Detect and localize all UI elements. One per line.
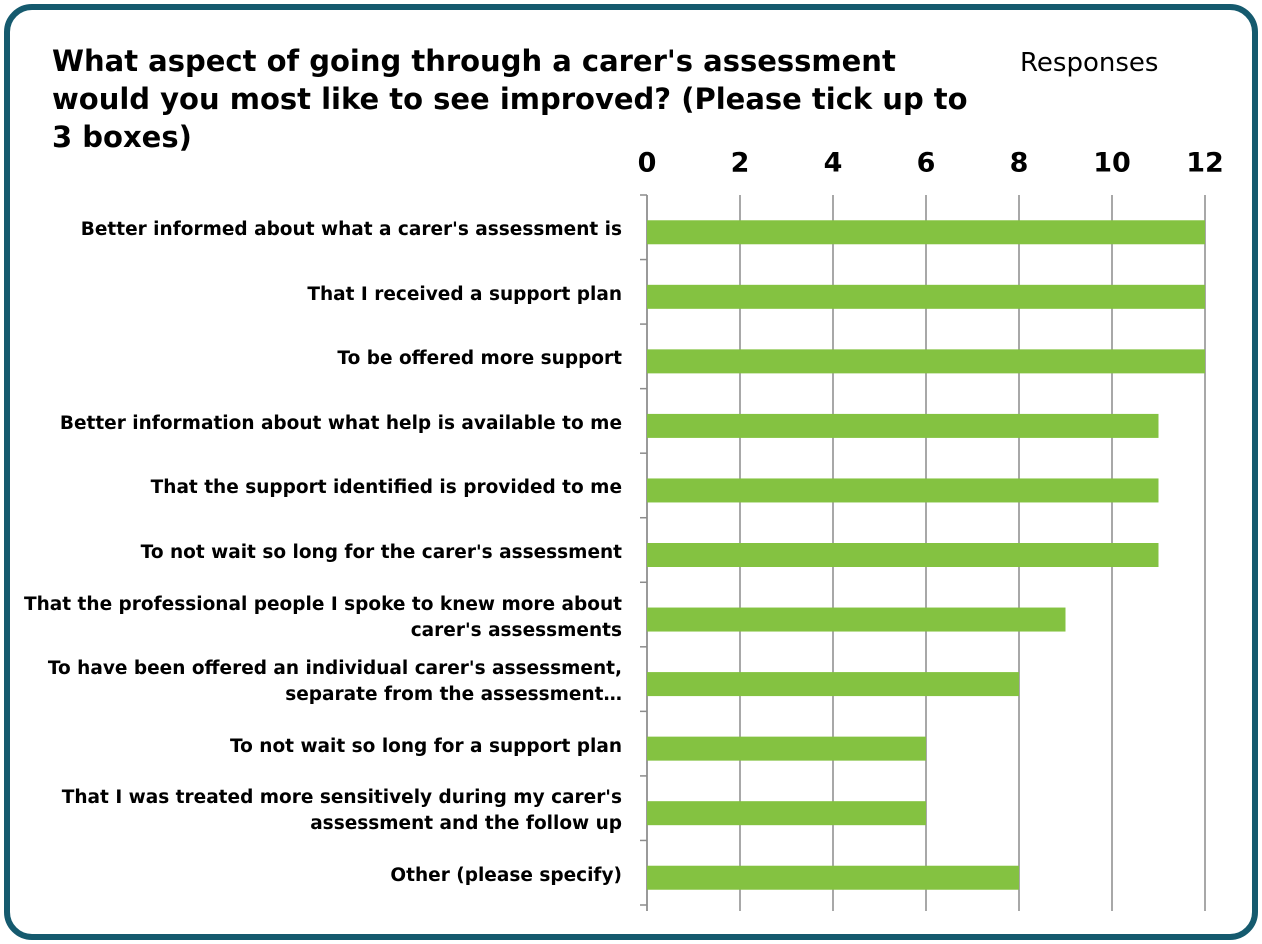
category-label: To not wait so long for a support plan	[229, 735, 622, 757]
category-label: Better informed about what a carer's ass…	[80, 219, 622, 241]
bar	[647, 220, 1205, 245]
x-tick-label: 2	[731, 148, 750, 179]
bar	[647, 736, 926, 761]
x-tick-label: 10	[1093, 148, 1131, 179]
category-label: To not wait so long for the carer's asse…	[140, 542, 622, 563]
category-label: That the professional people I spoke to …	[24, 593, 622, 641]
bar	[647, 413, 1159, 438]
category-label: Better information about what help is av…	[59, 412, 622, 434]
category-label: That I received a support plan	[307, 283, 622, 305]
category-label: To be offered more support	[337, 348, 622, 370]
category-label: To have been offered an individual carer…	[47, 658, 622, 706]
x-tick-label: 12	[1186, 148, 1224, 179]
bar	[647, 607, 1066, 632]
bar	[647, 543, 1159, 567]
series-label: Responses	[1020, 48, 1159, 78]
x-tick-label: 8	[1010, 148, 1029, 179]
bar	[647, 284, 1205, 309]
category-label: That the support identified is provided …	[150, 477, 622, 499]
frame	[4, 4, 1258, 940]
bar	[647, 349, 1205, 374]
x-tick-label: 0	[638, 148, 657, 179]
x-tick-label: 4	[824, 148, 843, 179]
bar	[647, 865, 1019, 890]
x-tick-label: 6	[917, 148, 936, 179]
bar	[647, 801, 926, 826]
category-label: Other (please specify)	[390, 864, 622, 886]
category-label: That I was treated more sensitively duri…	[61, 787, 622, 835]
bar	[647, 672, 1019, 697]
chart-title: What aspect of going through a carer's a…	[52, 44, 968, 154]
bar	[647, 478, 1159, 503]
